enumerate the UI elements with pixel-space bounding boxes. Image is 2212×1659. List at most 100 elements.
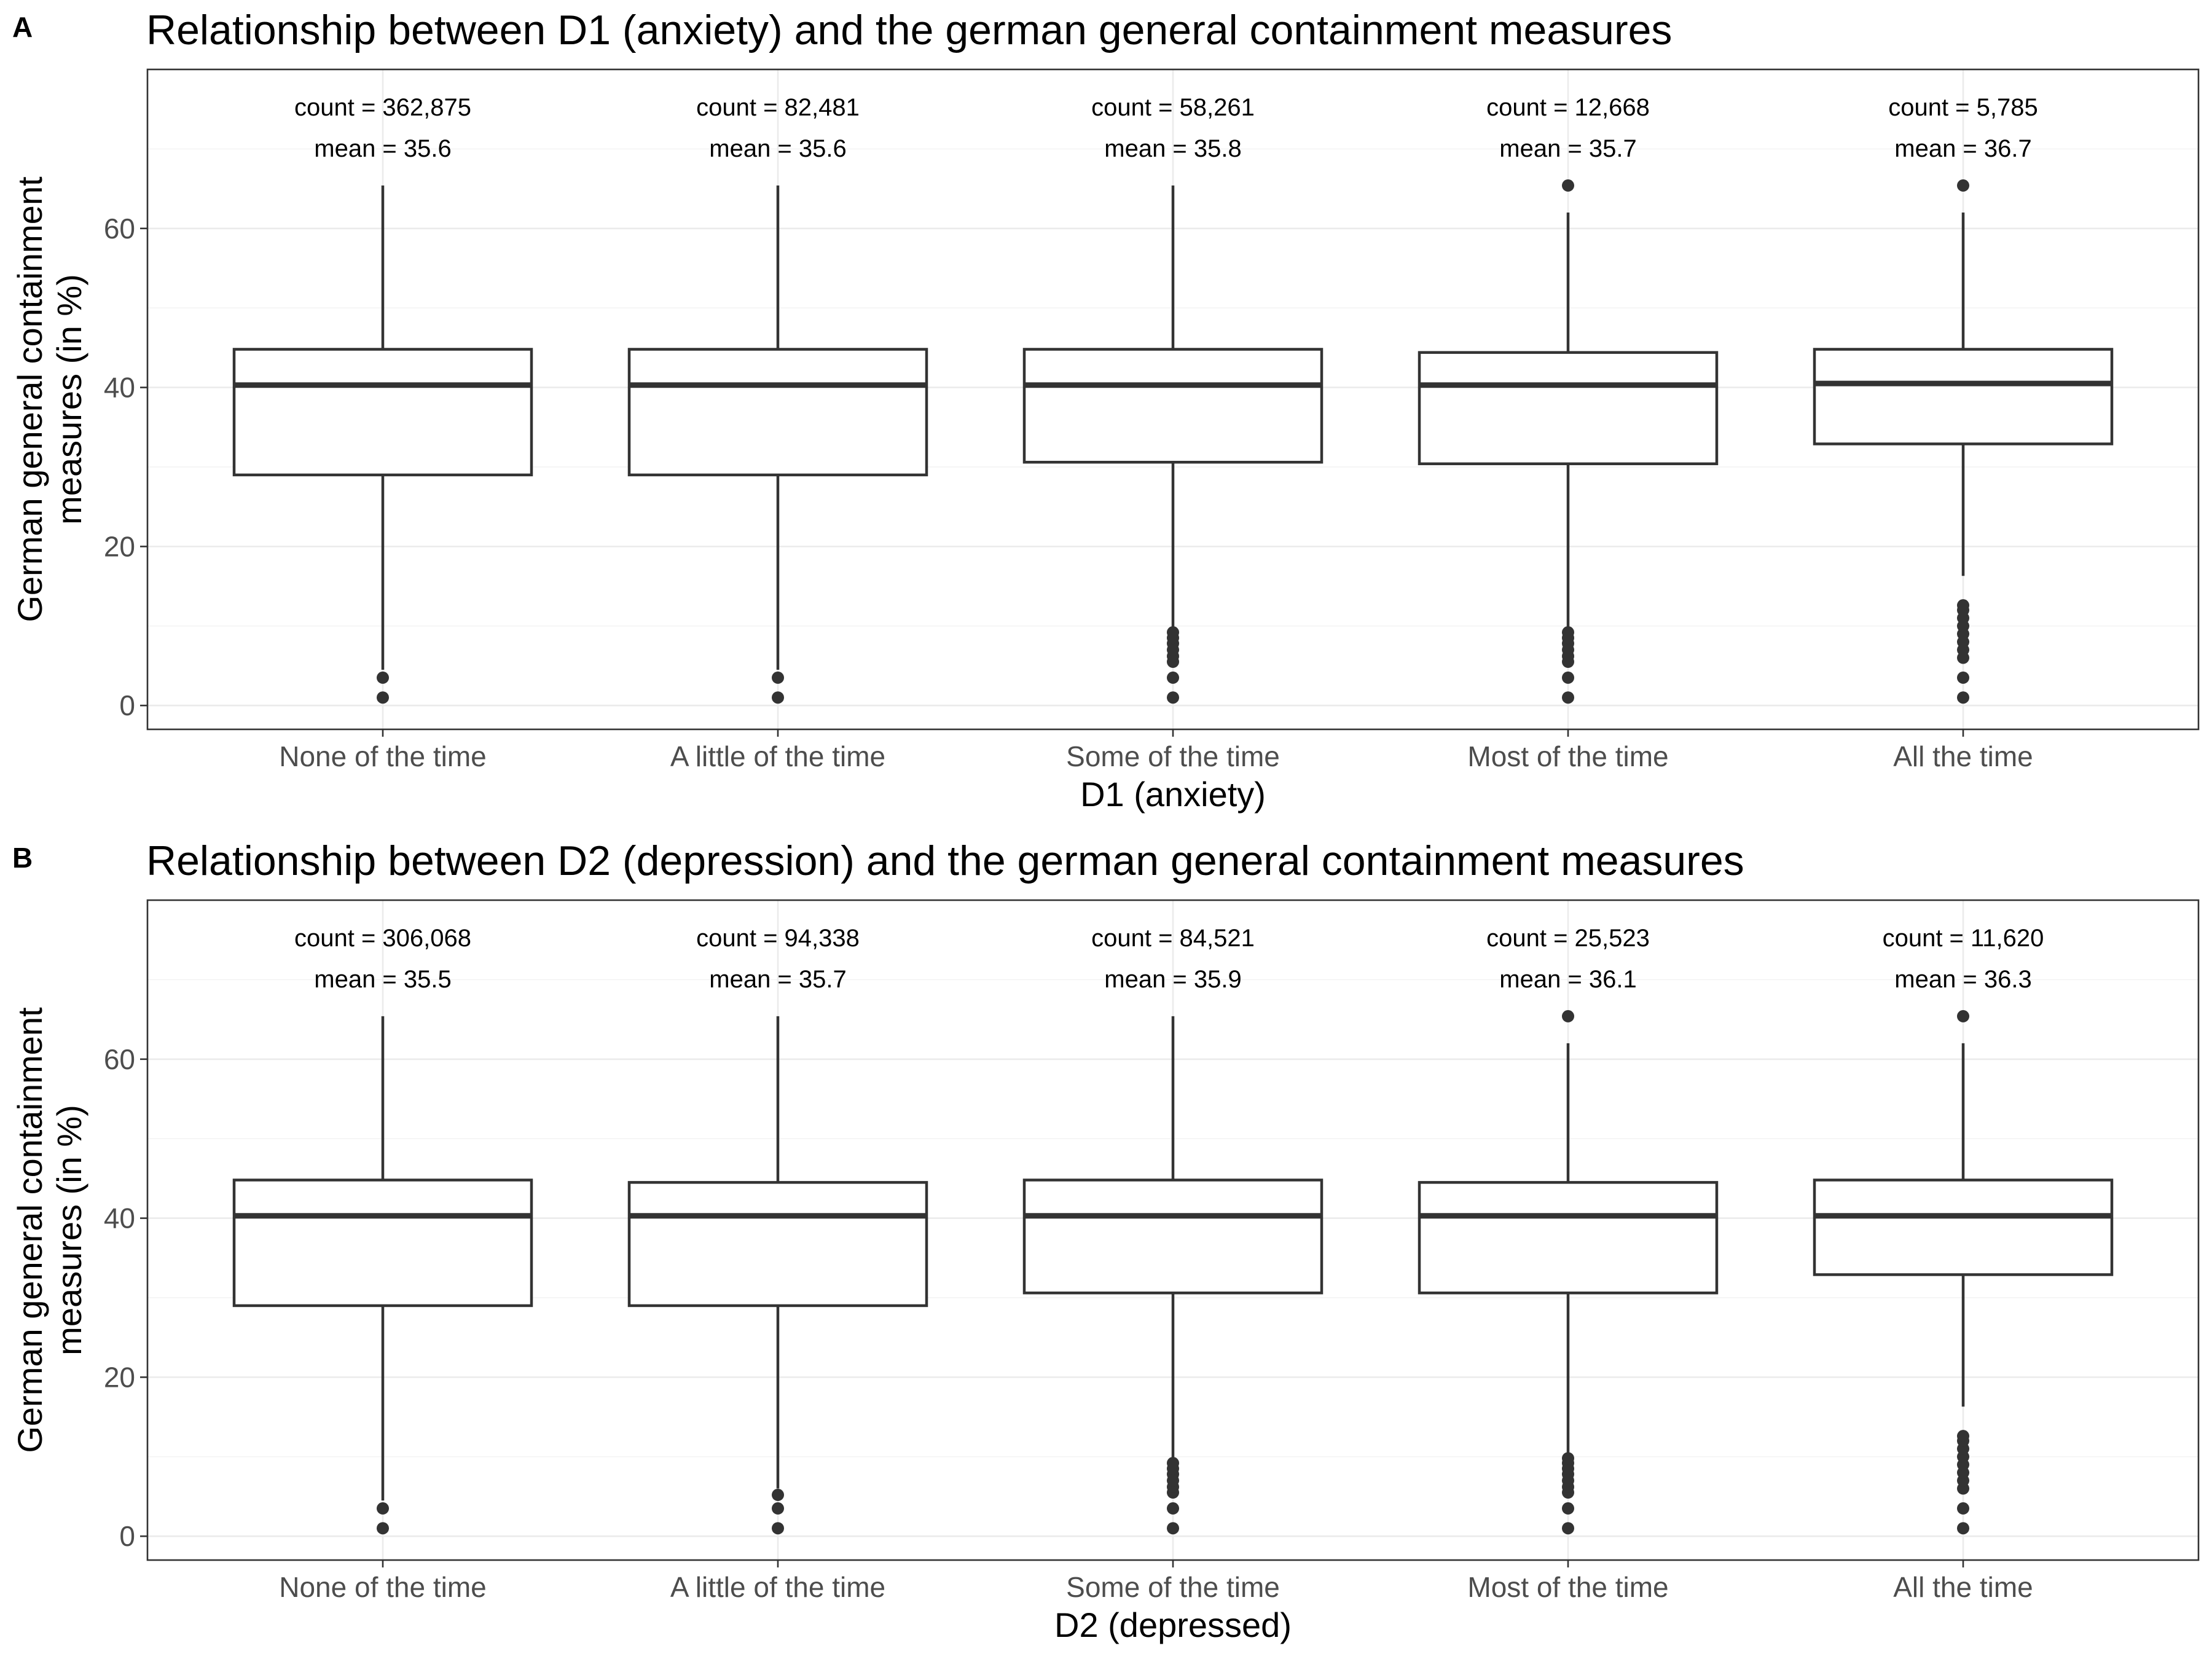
box-3 xyxy=(1022,1016,1324,1535)
mean-label: mean = 35.6 xyxy=(709,135,847,162)
y-axis-title: German general containmentmeasures (in %… xyxy=(10,1007,88,1453)
mean-label: mean = 35.7 xyxy=(1499,135,1637,162)
y-axis-title-line: measures (in %) xyxy=(50,1105,88,1355)
mean-label: mean = 35.5 xyxy=(314,966,452,993)
iqr-box xyxy=(627,348,928,477)
count-label: count = 11,620 xyxy=(1883,925,2044,952)
mean-label: mean = 36.1 xyxy=(1499,966,1637,993)
box-5 xyxy=(1813,179,2114,704)
outlier-point xyxy=(772,671,784,684)
x-tick-label: All the time xyxy=(1893,740,2033,772)
outlier-point xyxy=(1167,671,1179,684)
outlier-point xyxy=(1957,1502,1969,1515)
y-tick-label: 60 xyxy=(104,213,135,245)
outlier-point xyxy=(1957,1430,1969,1443)
iqr-box xyxy=(1418,1181,1719,1295)
outlier-point xyxy=(1957,671,1969,684)
y-axis-title-line: German general containment xyxy=(10,1007,49,1453)
outlier-point xyxy=(1167,626,1179,639)
iqr-box xyxy=(1418,351,1719,466)
x-tick-label: None of the time xyxy=(279,1571,487,1603)
count-label: count = 306,068 xyxy=(294,925,471,952)
outlier-point xyxy=(772,1522,784,1535)
y-tick-label: 40 xyxy=(104,1202,135,1234)
y-tick-label: 20 xyxy=(104,530,135,562)
outlier-point xyxy=(772,1488,784,1501)
outlier-point xyxy=(1167,1522,1179,1535)
outlier-point xyxy=(1167,1457,1179,1470)
x-tick-label: Most of the time xyxy=(1467,740,1668,772)
count-label: count = 82,481 xyxy=(696,94,860,121)
outlier-point xyxy=(1562,179,1574,192)
count-label: count = 84,521 xyxy=(1091,925,1255,952)
outlier-point xyxy=(1562,691,1574,704)
mean-label: mean = 36.7 xyxy=(1894,135,2032,162)
outlier-point xyxy=(1562,626,1574,639)
x-tick-label: None of the time xyxy=(279,740,487,772)
y-axis-title-line: German general containment xyxy=(10,176,49,622)
y-tick-label: 40 xyxy=(104,372,135,404)
box-1 xyxy=(232,185,533,704)
outlier-point xyxy=(1562,1452,1574,1465)
box-3 xyxy=(1022,185,1324,704)
outlier-point xyxy=(377,671,389,684)
count-label: count = 362,875 xyxy=(294,94,471,121)
outlier-point xyxy=(772,1502,784,1515)
count-label: count = 25,523 xyxy=(1486,925,1650,952)
count-label: count = 58,261 xyxy=(1091,94,1255,121)
panel-label: B xyxy=(12,842,33,874)
outlier-point xyxy=(1562,1502,1574,1515)
outlier-point xyxy=(1957,179,1969,192)
y-tick-label: 0 xyxy=(119,1520,135,1552)
box-2 xyxy=(627,185,928,704)
outlier-point xyxy=(1562,671,1574,684)
x-tick-label: All the time xyxy=(1893,1571,2033,1603)
panel-label: A xyxy=(12,11,33,43)
outlier-point xyxy=(1957,1522,1969,1535)
chart-title: Relationship between D2 (depression) and… xyxy=(146,837,1744,884)
iqr-box xyxy=(1813,1179,2114,1276)
outlier-point xyxy=(1957,691,1969,704)
chart-title: Relationship between D1 (anxiety) and th… xyxy=(146,7,1672,53)
outlier-point xyxy=(377,691,389,704)
count-label: count = 12,668 xyxy=(1486,94,1650,121)
x-tick-label: Most of the time xyxy=(1467,1571,1668,1603)
iqr-box xyxy=(1022,1179,1324,1295)
outlier-point xyxy=(1957,599,1969,612)
y-tick-label: 0 xyxy=(119,689,135,721)
outlier-point xyxy=(377,1502,389,1515)
count-label: count = 94,338 xyxy=(696,925,860,952)
iqr-box xyxy=(1022,348,1324,464)
box-4 xyxy=(1418,1010,1719,1535)
mean-label: mean = 35.9 xyxy=(1104,966,1242,993)
outlier-point xyxy=(772,691,784,704)
x-tick-label: Some of the time xyxy=(1066,740,1280,772)
y-axis-title-line: measures (in %) xyxy=(50,274,88,525)
outlier-point xyxy=(1562,1522,1574,1535)
mean-label: mean = 35.8 xyxy=(1104,135,1242,162)
x-tick-label: Some of the time xyxy=(1066,1571,1280,1603)
outlier-point xyxy=(377,1522,389,1535)
y-tick-label: 20 xyxy=(104,1361,135,1393)
x-axis-title: D2 (depressed) xyxy=(1054,1606,1292,1644)
iqr-box xyxy=(232,348,533,477)
outlier-point xyxy=(1562,1010,1574,1022)
box-5 xyxy=(1813,1010,2114,1535)
y-axis-title: German general containmentmeasures (in %… xyxy=(10,176,88,622)
chart-panel-a: count = 362,875 mean = 35.6 count = 82,481… xyxy=(10,7,2200,814)
x-tick-label: A little of the time xyxy=(670,1571,885,1603)
mean-label: mean = 36.3 xyxy=(1894,966,2032,993)
chart-panel-b: count = 306,068 mean = 35.5 count = 94,338… xyxy=(10,837,2200,1644)
mean-label: mean = 35.7 xyxy=(709,966,847,993)
outlier-point xyxy=(1957,1010,1969,1022)
iqr-box xyxy=(1813,348,2114,445)
outlier-point xyxy=(1167,1502,1179,1515)
iqr-box xyxy=(232,1179,533,1308)
box-2 xyxy=(627,1016,928,1535)
mean-label: mean = 35.6 xyxy=(314,135,452,162)
outlier-point xyxy=(1167,691,1179,704)
count-label: count = 5,785 xyxy=(1888,94,2038,121)
x-tick-label: A little of the time xyxy=(670,740,885,772)
box-4 xyxy=(1418,179,1719,704)
